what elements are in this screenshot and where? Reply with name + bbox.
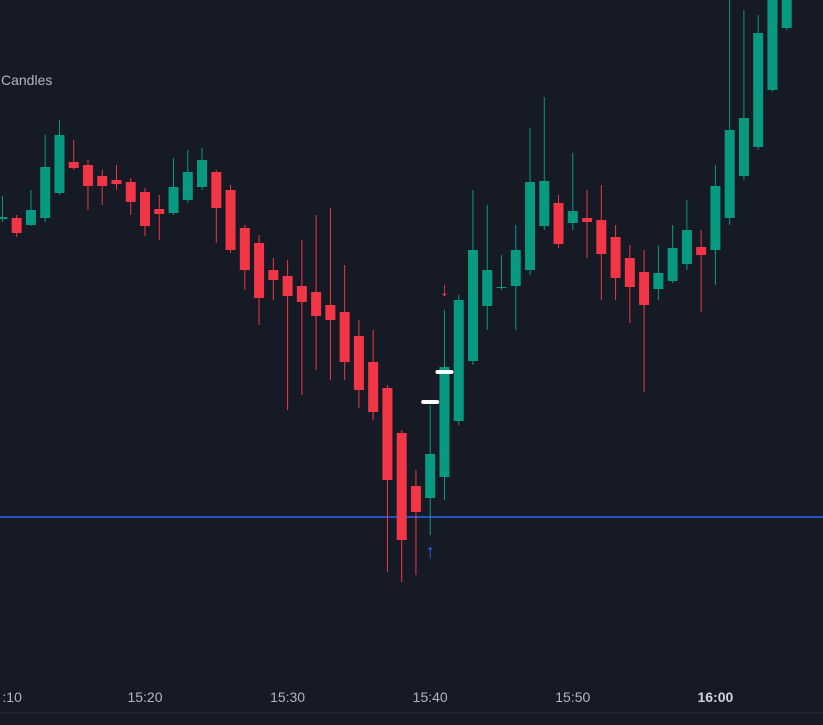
candle-body — [596, 220, 607, 254]
candle-body — [282, 276, 293, 296]
candle-body — [0, 217, 8, 219]
signal-arrow: ↓ — [439, 279, 449, 301]
candle-body — [197, 160, 208, 187]
candle-body — [624, 258, 635, 287]
candle-body — [111, 180, 122, 184]
candle-body — [68, 162, 79, 168]
candle-body — [525, 182, 536, 270]
candle-body — [353, 336, 364, 390]
candle-body — [539, 181, 550, 226]
candle-body — [11, 218, 22, 233]
candle-body — [467, 250, 478, 361]
candle-body — [211, 172, 222, 208]
candle-body — [767, 0, 778, 90]
legend-label: Candles — [1, 72, 52, 88]
candle-body — [696, 247, 707, 255]
candle-body — [738, 118, 749, 176]
candle-body — [653, 273, 664, 289]
candle-body — [325, 305, 336, 320]
candle-body — [396, 433, 407, 540]
candle-body — [667, 248, 678, 281]
x-tick-label: 15:40 — [413, 689, 448, 705]
candle-body — [582, 218, 593, 222]
candle-body — [97, 176, 108, 186]
candle-body — [439, 367, 450, 477]
candle-body — [25, 210, 36, 225]
candle-body — [311, 292, 322, 316]
x-tick-label: :10 — [2, 689, 22, 705]
candle-body — [268, 270, 279, 280]
x-tick-label: 15:20 — [127, 689, 162, 705]
x-tick-label: 16:00 — [697, 689, 733, 705]
candle-body — [781, 0, 792, 28]
candle-body — [140, 192, 150, 226]
candle-body — [168, 187, 179, 213]
candle-body — [425, 454, 436, 498]
candle-body — [496, 287, 507, 288]
candle-body — [710, 186, 721, 250]
candle-body — [553, 203, 564, 244]
candle-body — [239, 228, 250, 270]
candle-body — [510, 250, 521, 286]
candle-body — [639, 272, 650, 305]
candle-body — [225, 190, 236, 250]
x-tick-label: 15:50 — [555, 689, 590, 705]
candle-body — [82, 165, 93, 186]
candle-body — [339, 312, 350, 362]
candle-body — [453, 300, 464, 421]
candle-body — [610, 237, 621, 278]
candle-body — [368, 362, 379, 412]
candle-body — [482, 270, 493, 306]
candle-body — [154, 209, 165, 214]
candle-body — [254, 243, 265, 298]
candle-body — [296, 286, 307, 302]
candle-body — [724, 130, 735, 218]
candle-body — [382, 388, 393, 480]
candle-body — [753, 33, 764, 147]
candle-body — [410, 486, 421, 512]
candle-body — [125, 182, 136, 202]
candle-body — [40, 167, 51, 218]
candle-body — [54, 135, 65, 193]
x-tick-label: 15:30 — [270, 689, 305, 705]
candle-body — [182, 172, 193, 200]
signal-arrow: ↑ — [425, 541, 435, 563]
candle-body — [567, 211, 578, 223]
candle-body — [681, 230, 692, 264]
